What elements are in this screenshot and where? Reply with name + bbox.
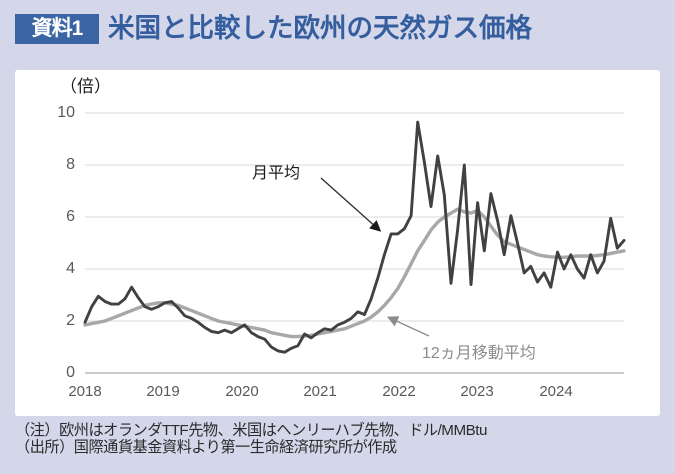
svg-text:（倍）: （倍） bbox=[60, 77, 111, 96]
svg-text:月平均: 月平均 bbox=[252, 164, 300, 182]
svg-text:6: 6 bbox=[66, 208, 75, 225]
svg-text:2020: 2020 bbox=[225, 383, 258, 400]
svg-text:0: 0 bbox=[66, 364, 75, 381]
svg-text:4: 4 bbox=[66, 260, 75, 277]
svg-text:2019: 2019 bbox=[146, 383, 179, 400]
svg-text:8: 8 bbox=[66, 156, 75, 173]
svg-text:2018: 2018 bbox=[68, 383, 101, 400]
svg-text:12ヵ月移動平均: 12ヵ月移動平均 bbox=[422, 344, 536, 362]
svg-text:2024: 2024 bbox=[539, 383, 572, 400]
svg-text:2023: 2023 bbox=[460, 383, 493, 400]
svg-text:2022: 2022 bbox=[382, 383, 415, 400]
svg-text:2: 2 bbox=[66, 312, 75, 329]
svg-text:2021: 2021 bbox=[303, 383, 336, 400]
svg-text:10: 10 bbox=[57, 104, 75, 121]
